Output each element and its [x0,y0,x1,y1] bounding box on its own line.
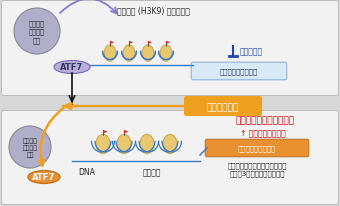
Ellipse shape [123,46,135,62]
FancyBboxPatch shape [184,97,262,116]
Polygon shape [103,130,107,134]
Ellipse shape [117,135,131,154]
Polygon shape [129,41,133,45]
FancyBboxPatch shape [205,139,309,157]
FancyBboxPatch shape [1,1,339,96]
Circle shape [9,126,51,168]
Polygon shape [110,41,114,45]
Ellipse shape [140,135,154,154]
Ellipse shape [28,171,60,184]
Text: ATF7: ATF7 [61,63,84,72]
Ellipse shape [96,135,110,154]
Text: ATF7: ATF7 [32,173,55,182]
Text: 状態が3週間以上維持される: 状態が3週間以上維持される [229,169,285,176]
Polygon shape [148,41,152,45]
Text: 感染ストレス: 感染ストレス [207,103,239,111]
FancyBboxPatch shape [1,111,339,205]
Text: ヒストン: ヒストン [143,167,161,176]
Text: ストレスがなくなっても、この: ストレスがなくなっても、この [227,161,287,168]
Text: ヒストン
メチル化
酵素: ヒストン メチル化 酵素 [22,137,37,157]
Text: エピジェネティック記憶: エピジェネティック記憶 [235,116,294,125]
Ellipse shape [54,61,90,74]
Text: 発現の抑制: 発現の抑制 [240,47,263,56]
Ellipse shape [160,46,172,62]
Circle shape [14,9,60,55]
Ellipse shape [163,135,177,154]
Polygon shape [124,130,129,134]
Polygon shape [166,41,170,45]
Text: ヒストン (H3K9) のメチル化: ヒストン (H3K9) のメチル化 [117,6,189,15]
Text: DNA: DNA [79,167,96,176]
Ellipse shape [104,46,116,62]
Text: 自然免疫関連遣伝子: 自然免疫関連遣伝子 [238,145,276,152]
Text: ↑ 発現レベルの上昇: ↑ 発現レベルの上昇 [240,129,286,138]
Text: 自然免疫関連遣伝子: 自然免疫関連遣伝子 [220,68,258,75]
FancyBboxPatch shape [191,63,287,80]
Text: ヒストン
メチル化
酵素: ヒストン メチル化 酵素 [29,20,45,43]
Ellipse shape [142,46,154,62]
